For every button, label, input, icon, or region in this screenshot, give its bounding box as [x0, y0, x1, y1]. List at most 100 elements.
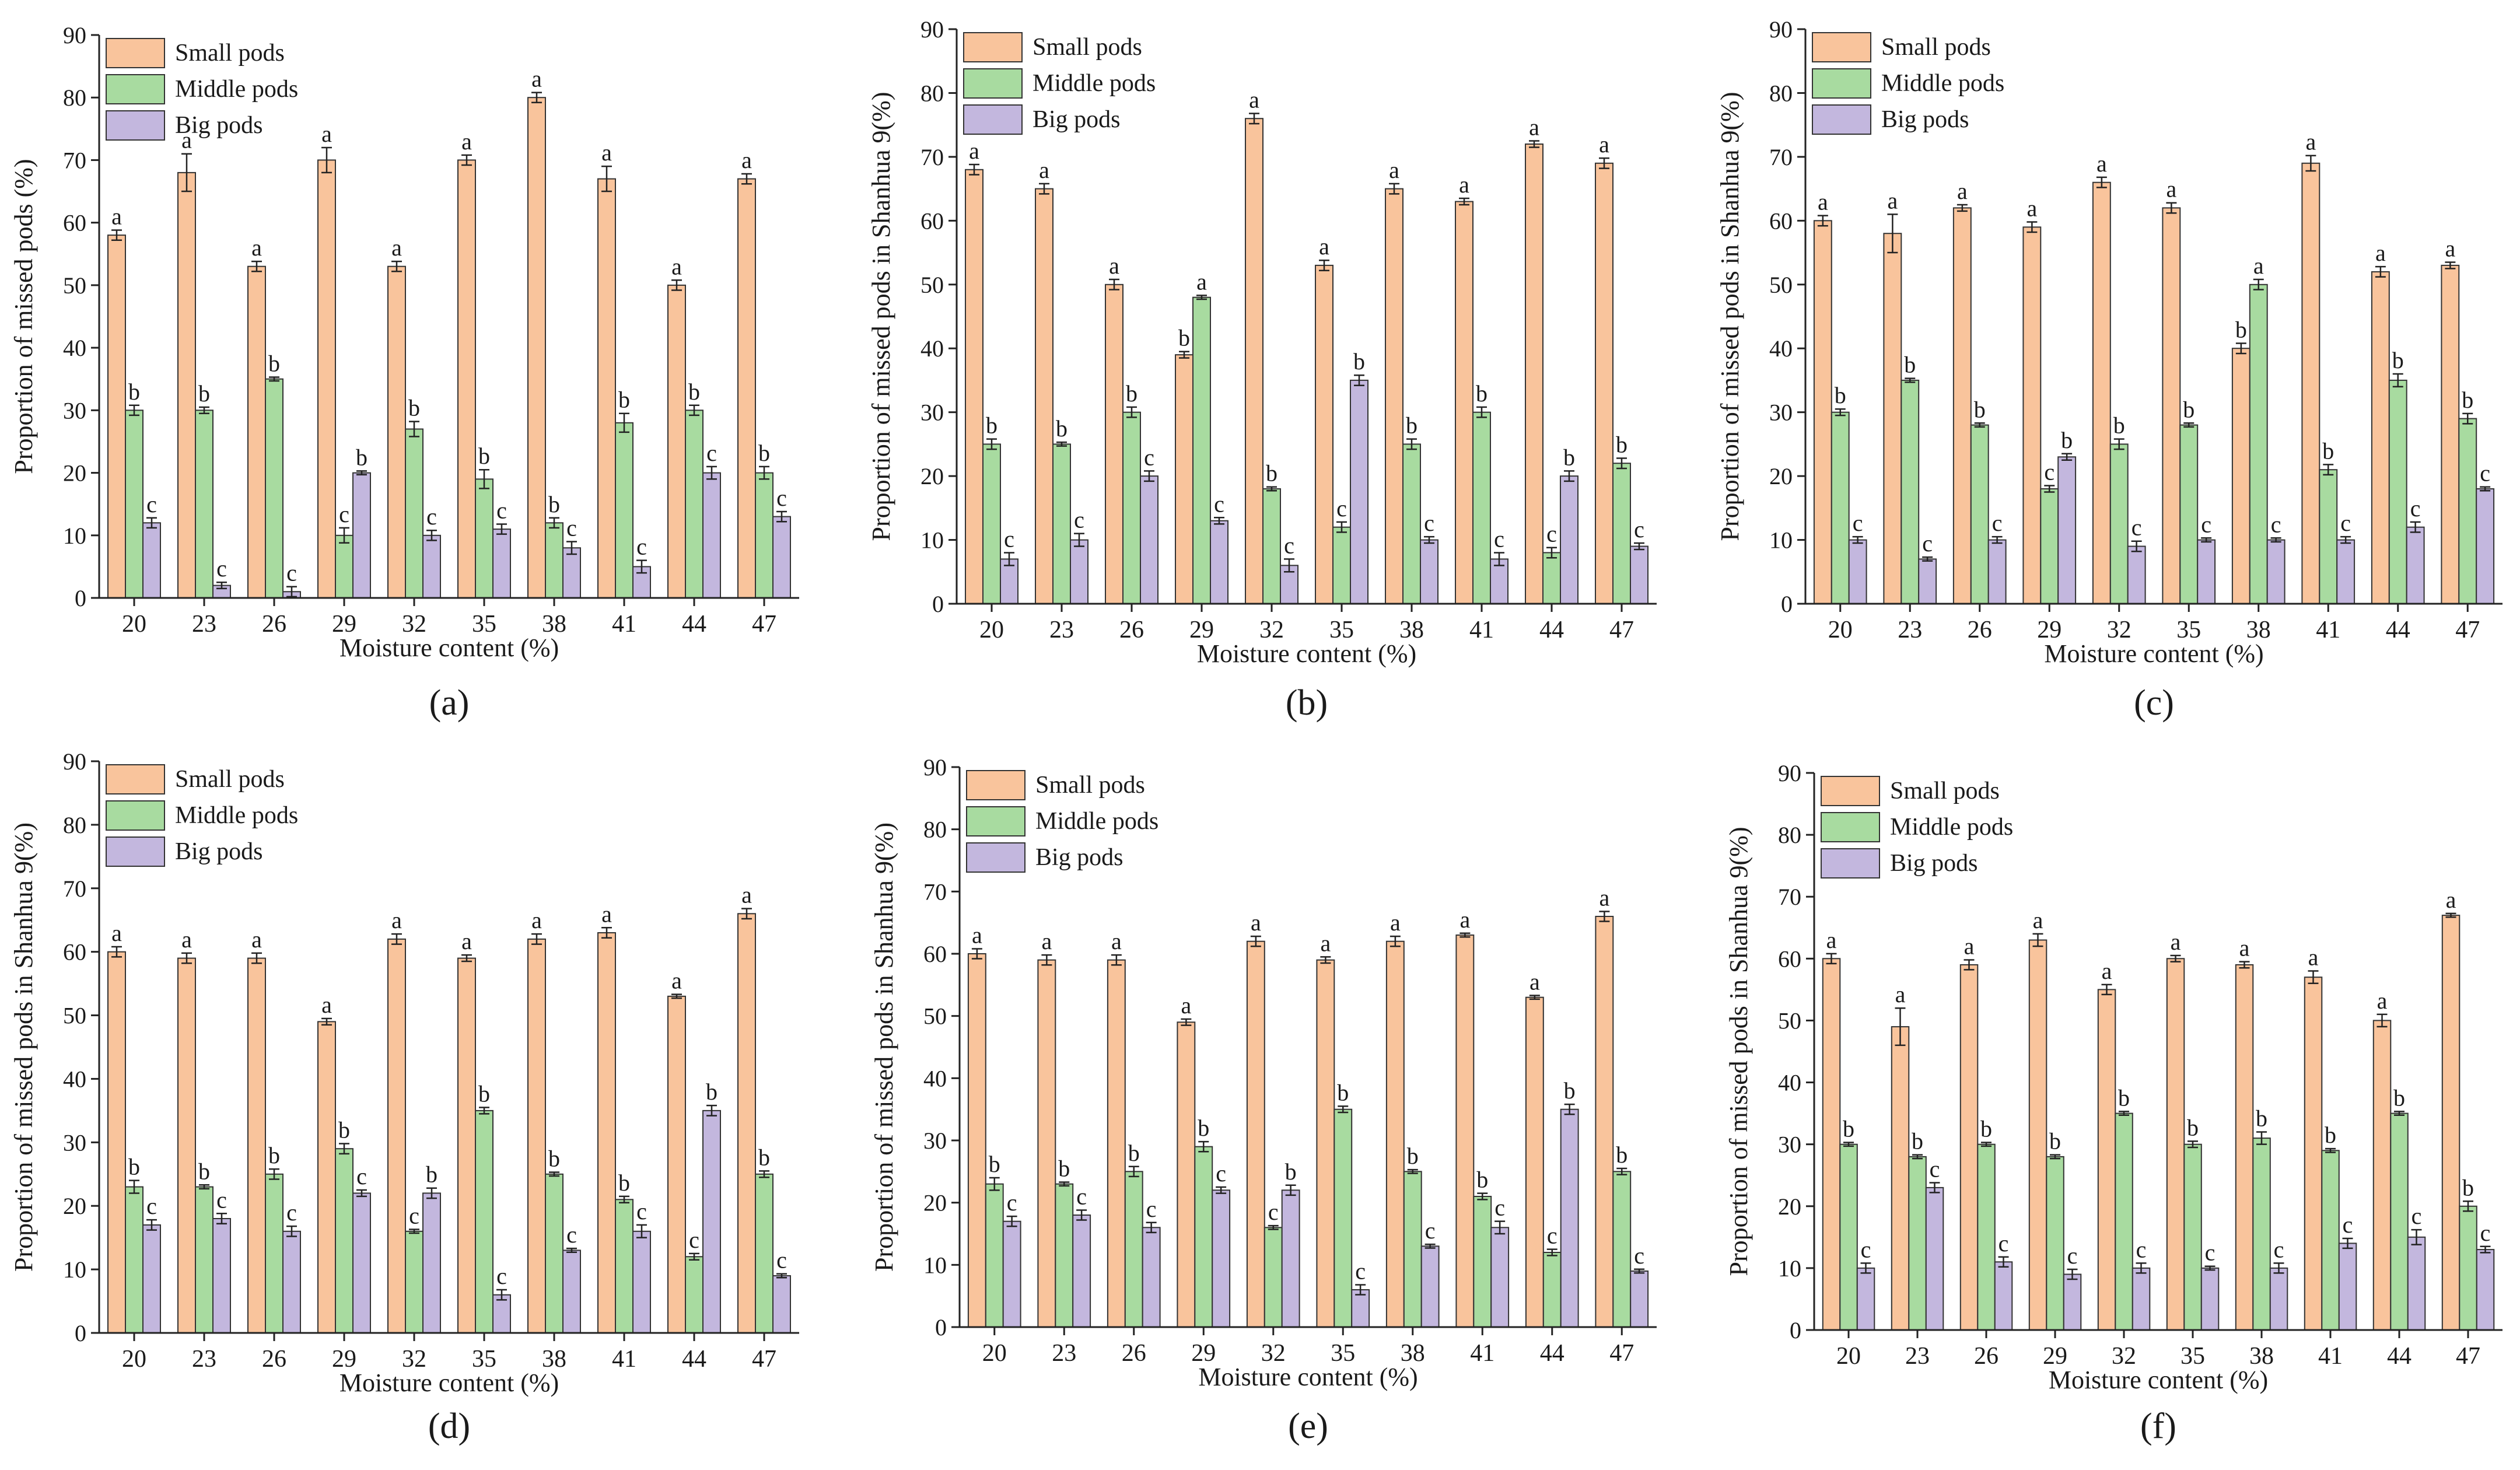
significance-label: a [391, 235, 402, 261]
bar [1813, 220, 1832, 604]
significance-label: b [1616, 432, 1628, 458]
significance-label: a [2166, 176, 2176, 202]
significance-label: a [1319, 233, 1329, 260]
significance-label: b [2061, 427, 2073, 453]
y-tick-label: 80 [1778, 822, 1801, 848]
significance-label: a [1957, 178, 1968, 204]
bar [1281, 1189, 1300, 1328]
significance-label: a [2027, 195, 2037, 222]
bar [177, 172, 196, 598]
x-tick-label: 35 [472, 1346, 496, 1373]
significance-label: b [2183, 396, 2194, 422]
bar [212, 1218, 231, 1334]
bar [265, 1173, 284, 1334]
legend-swatch [1821, 776, 1880, 806]
bar [1977, 1143, 1996, 1331]
bar [1822, 958, 1841, 1331]
bar [107, 951, 126, 1334]
significance-label: b [2235, 317, 2247, 343]
significance-label: b [1407, 1143, 1419, 1169]
significance-label: b [1266, 460, 1278, 487]
bar [982, 443, 1001, 605]
x-tick-label: 32 [1261, 1340, 1286, 1367]
legend-swatch [106, 74, 165, 104]
significance-label: a [251, 926, 262, 953]
legend: Small pods Middle pods Big pods [106, 764, 298, 867]
significance-label: a [1895, 981, 1906, 1007]
y-tick-label: 10 [63, 1256, 86, 1283]
y-tick-label: 90 [921, 16, 944, 43]
significance-label: a [1964, 933, 1975, 960]
legend: Small pods Middle pods Big pods [1821, 776, 2013, 878]
significance-label: b [1564, 1077, 1576, 1104]
y-tick-label: 60 [1769, 208, 1793, 234]
significance-label: b [1128, 1140, 1140, 1166]
panel-caption: (b) [1286, 683, 1328, 723]
x-axis-title: Moisture content (%) [1197, 639, 1416, 668]
bar [1901, 379, 1920, 605]
significance-label: c [216, 1186, 227, 1213]
significance-label: b [2325, 1122, 2336, 1148]
bar [1037, 959, 1056, 1328]
y-tick-label: 40 [921, 335, 944, 362]
significance-label: a [601, 139, 612, 166]
x-axis-title: Moisture content (%) [340, 634, 559, 662]
significance-label: a [2375, 240, 2386, 266]
significance-label: a [1529, 114, 1539, 141]
bar [195, 1186, 214, 1334]
significance-label: b [2393, 1084, 2405, 1111]
bar [405, 428, 424, 598]
bar [562, 547, 581, 599]
bar [1473, 1196, 1492, 1328]
bar [1351, 1289, 1370, 1328]
bar [1925, 1186, 1944, 1331]
x-tick-label: 20 [1836, 1343, 1861, 1370]
y-tick-label: 80 [1769, 80, 1793, 106]
y-tick-label: 70 [1778, 884, 1801, 910]
bar [142, 522, 161, 598]
bar [2388, 379, 2407, 605]
bar [1420, 539, 1438, 604]
significance-label: a [1390, 909, 1401, 936]
significance-label: c [1930, 1156, 1940, 1182]
legend: Small pods Middle pods Big pods [1812, 32, 2004, 135]
significance-label: b [1178, 325, 1190, 351]
x-tick-label: 26 [1974, 1343, 1999, 1370]
significance-label: c [1861, 1236, 1871, 1262]
bar [1052, 443, 1071, 605]
significance-label: b [128, 379, 140, 405]
x-tick-label: 32 [1259, 617, 1284, 643]
x-tick-label: 32 [402, 1346, 426, 1373]
bar [1107, 959, 1126, 1328]
legend-label: Middle pods [175, 802, 298, 829]
x-tick-label: 38 [2246, 617, 2271, 643]
bar [2092, 181, 2111, 604]
bar [2336, 539, 2356, 604]
bar [1560, 1108, 1579, 1328]
significance-label: b [548, 1146, 560, 1172]
bar [492, 1294, 511, 1334]
bar [125, 410, 144, 598]
bar [1612, 1171, 1632, 1328]
significance-label: a [1818, 189, 1828, 215]
significance-label: a [111, 204, 122, 230]
significance-label: a [2305, 129, 2316, 155]
significance-label: c [2044, 459, 2054, 485]
significance-label: b [2322, 438, 2334, 464]
significance-label: c [1074, 507, 1084, 533]
bar [2269, 1267, 2288, 1331]
significance-label: a [1196, 268, 1207, 295]
bar [1490, 1227, 1510, 1328]
significance-label: a [1181, 992, 1191, 1019]
bar [247, 265, 266, 598]
panel-caption: (d) [428, 1406, 470, 1446]
significance-label: b [1980, 1116, 1992, 1142]
x-axis-title: Moisture content (%) [1198, 1363, 1418, 1391]
significance-label: b [1198, 1115, 1209, 1141]
significance-label: a [2033, 907, 2043, 933]
significance-label: b [2462, 1174, 2474, 1200]
significance-label: c [1547, 1223, 1558, 1249]
significance-label: b [2049, 1128, 2061, 1154]
bar [265, 378, 284, 598]
bar [2338, 1242, 2357, 1331]
